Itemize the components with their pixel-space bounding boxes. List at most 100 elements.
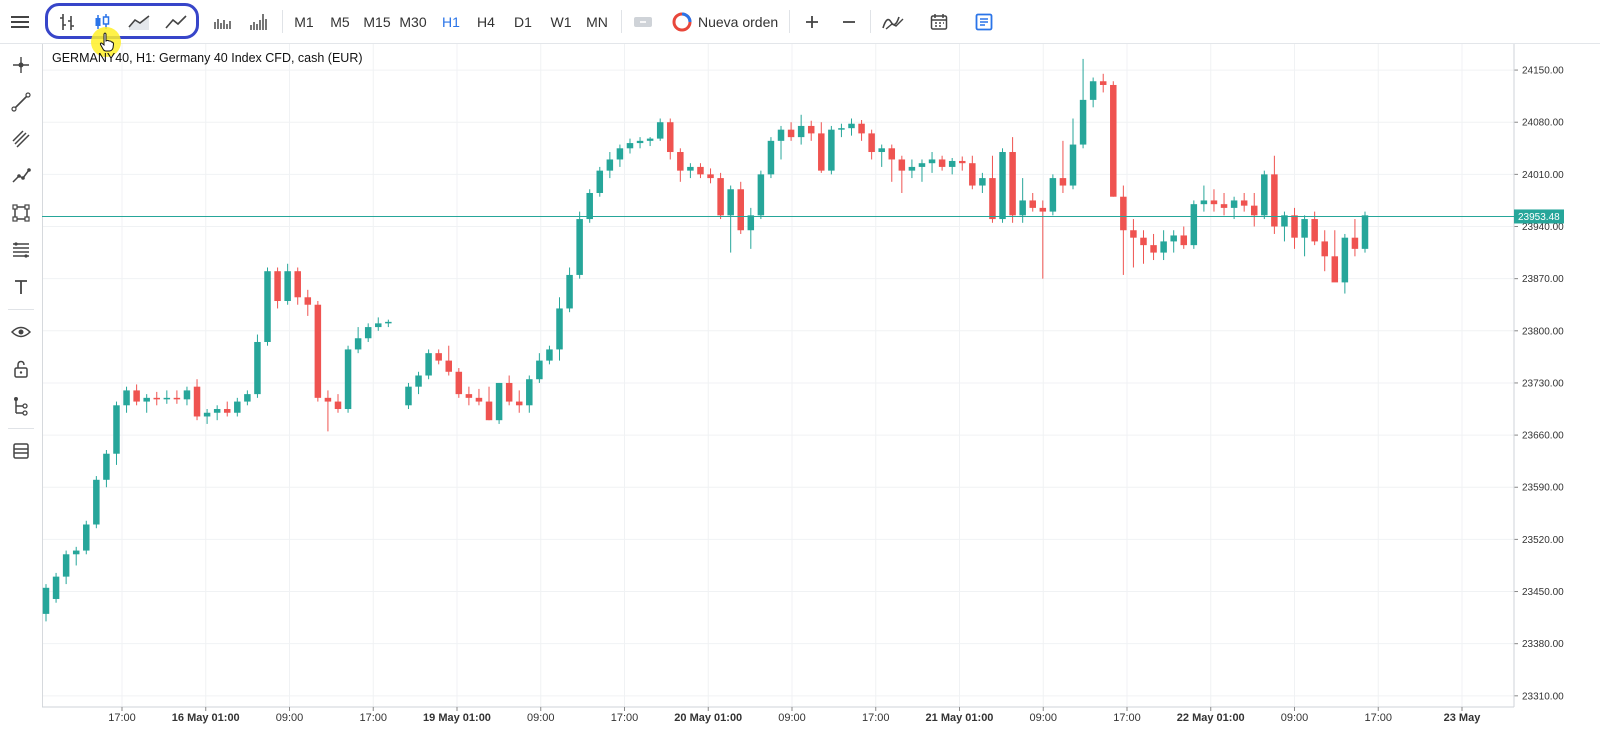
volume-bars-icon[interactable] <box>209 0 235 43</box>
candle-body <box>1170 235 1177 242</box>
y-tick-label: 23730.00 <box>1522 378 1564 389</box>
crosshair-icon[interactable] <box>6 50 36 80</box>
candle-body <box>807 125 815 134</box>
candle-body <box>133 390 140 402</box>
candle-body <box>163 397 171 400</box>
link-icon[interactable] <box>631 0 655 43</box>
candle-body <box>1291 215 1298 238</box>
chart-type-selection-highlight <box>45 3 199 39</box>
timeframe-h1[interactable]: H1 <box>442 13 460 30</box>
indicators-icon[interactable] <box>880 0 906 43</box>
hand-cursor-icon <box>99 32 115 57</box>
candle-body <box>959 160 966 164</box>
x-tick-label: 09:00 <box>1281 712 1309 724</box>
menu-icon[interactable] <box>6 0 34 43</box>
fibonacci-icon[interactable] <box>6 235 36 265</box>
x-tick-label: 16 May 01:00 <box>172 712 240 724</box>
chart-title: GERMANY40, H1: Germany 40 Index CFD, cas… <box>52 51 363 65</box>
candle-body <box>83 524 90 551</box>
candle-body <box>1180 235 1188 246</box>
eye-icon[interactable] <box>6 317 36 347</box>
zoom-out-icon[interactable] <box>837 0 861 43</box>
current-price-tag <box>1514 209 1564 224</box>
candle-body <box>1069 144 1077 186</box>
timeframe-h4[interactable]: H4 <box>477 13 495 30</box>
y-tick-label: 23870.00 <box>1522 274 1564 285</box>
candle-body <box>183 390 191 400</box>
candle-body <box>747 215 755 231</box>
candle-body <box>1321 241 1328 257</box>
candle-body <box>354 338 362 350</box>
layers-icon[interactable] <box>6 436 36 466</box>
candle-body <box>1230 200 1238 208</box>
candle-body <box>375 323 382 328</box>
calendar-icon[interactable] <box>926 0 952 43</box>
y-tick-label: 24080.00 <box>1522 118 1564 129</box>
candle-body <box>113 405 120 454</box>
x-tick-label: 17:00 <box>1364 712 1392 724</box>
line-chart-icon[interactable] <box>163 0 189 43</box>
candle-body <box>294 271 301 298</box>
shapes-icon[interactable] <box>6 198 36 228</box>
candle-body <box>667 122 674 153</box>
zoom-in-icon[interactable] <box>800 0 824 43</box>
timeframe-m1[interactable]: M1 <box>294 13 314 30</box>
candle-body <box>72 550 80 555</box>
candle-body <box>274 271 281 302</box>
x-tick-label: 09:00 <box>527 712 555 724</box>
news-icon[interactable] <box>971 0 997 43</box>
candlestick-chart-icon[interactable] <box>89 0 115 43</box>
y-tick-label: 24010.00 <box>1522 170 1564 181</box>
candle-body <box>1220 204 1228 208</box>
candle-body <box>596 170 604 193</box>
candle-body <box>908 166 916 171</box>
bar-chart-icon[interactable] <box>54 0 80 43</box>
timeframe-w1[interactable]: W1 <box>550 13 572 30</box>
candle-body <box>455 371 463 395</box>
trendline-icon[interactable] <box>6 87 36 117</box>
area-chart-icon[interactable] <box>126 0 152 43</box>
candle-body <box>888 148 896 160</box>
timeframe-m15[interactable]: M15 <box>363 13 391 30</box>
candle-body <box>838 128 845 130</box>
timeframe-d1[interactable]: D1 <box>514 13 532 30</box>
candle-body <box>636 140 644 144</box>
candle-body <box>93 479 100 525</box>
candle-body <box>969 163 976 186</box>
timeframe-m5[interactable]: M5 <box>330 13 350 30</box>
candle-body <box>777 129 785 141</box>
new-order-label: Nueva orden <box>698 13 779 30</box>
candle-body <box>1130 230 1137 238</box>
candle-body <box>707 174 714 179</box>
candle-body <box>787 129 795 138</box>
lock-icon[interactable] <box>6 354 36 384</box>
candle-body <box>526 379 533 406</box>
timeframe-m30[interactable]: M30 <box>399 13 427 30</box>
candle-body <box>757 174 765 216</box>
candle-body <box>1049 178 1057 212</box>
candle-body <box>687 166 694 171</box>
candle-body <box>425 353 432 376</box>
y-tick-label: 23800.00 <box>1522 326 1564 337</box>
tick-volume-icon[interactable] <box>245 0 271 43</box>
channel-icon[interactable] <box>6 124 36 154</box>
text-icon[interactable] <box>6 272 36 302</box>
object-tree-icon[interactable] <box>6 391 36 421</box>
candle-body <box>1351 237 1359 249</box>
x-tick-label: 23 May <box>1444 712 1482 724</box>
candle-body <box>1190 204 1198 246</box>
chart-area[interactable]: 23310.00 23380.00 23450.00 23520.00 23590.00… <box>42 44 1600 740</box>
candle-body <box>1160 241 1167 253</box>
polyline-icon[interactable] <box>6 161 36 191</box>
candle-body <box>1110 84 1117 197</box>
candle-body <box>304 297 312 305</box>
candle-body <box>546 349 553 361</box>
timeframe-mn[interactable]: MN <box>586 13 608 30</box>
candlestick-chart[interactable]: 23310.00 23380.00 23450.00 23520.00 23590.00… <box>42 44 1600 740</box>
x-tick-label: 17:00 <box>1113 712 1141 724</box>
x-tick-label: 17:00 <box>359 712 387 724</box>
candle-body <box>616 148 624 160</box>
candle-body <box>405 386 412 406</box>
candle-body <box>1210 200 1218 205</box>
new-order-button[interactable]: Nueva orden <box>672 0 782 43</box>
